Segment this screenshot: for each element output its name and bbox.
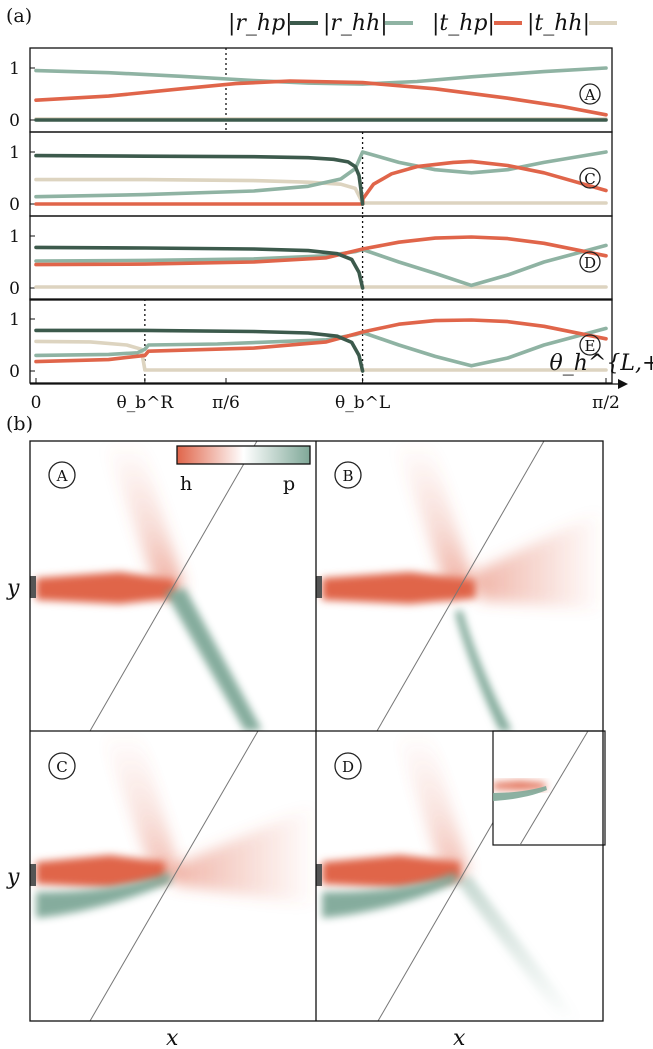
field-map-C <box>30 731 316 1021</box>
series-r_hp-panel-C <box>34 153 365 206</box>
map-x-label-left: x <box>166 1026 179 1049</box>
y-tick-label: 0 <box>9 111 20 131</box>
map-y-label-bottom: y <box>6 865 20 890</box>
map-D-inset <box>492 730 606 846</box>
source-marker <box>316 864 322 886</box>
source-marker <box>316 576 322 598</box>
x-tick-label: π/2 <box>592 393 620 413</box>
panel-b-label: (b) <box>6 413 33 435</box>
source-marker <box>30 576 36 598</box>
interface-line <box>89 441 258 731</box>
x-axis-arrow <box>618 379 628 389</box>
interface-line <box>89 731 259 1021</box>
y-tick-label: 1 <box>9 59 20 79</box>
panel-D: 0 1 D <box>9 215 613 301</box>
panel-frame <box>29 215 613 301</box>
incident-h-beam <box>36 572 176 604</box>
series-r_hp-panel-E <box>34 328 365 373</box>
map-letter-circle <box>334 752 362 780</box>
legend-item-r_hp: |r_hp| <box>228 11 318 36</box>
colorbar: h p <box>176 445 311 495</box>
panel-C: 0 1 C <box>9 131 613 217</box>
y-tick-label: 1 <box>9 227 20 247</box>
map-letter-circle <box>48 461 76 489</box>
interface-line <box>376 441 545 731</box>
map-letter: C <box>56 758 67 776</box>
line-plots: 0 1 A 0 1 C 0 1 D 0 1 E <box>9 47 613 384</box>
field-map-A <box>30 441 262 731</box>
legend-label: |r_hp| <box>228 11 293 36</box>
y-tick-label: 1 <box>9 310 20 330</box>
x-tick-label: θ_b^L <box>335 393 390 413</box>
panel-letter: A <box>584 86 596 104</box>
field-maps: h p A B C D y y x x <box>6 440 606 1049</box>
x-axis: 0 θ_b^R π/6 θ_b^L π/2 θ_h^{L,+} <box>30 351 653 413</box>
y-tick-label: 0 <box>9 195 20 215</box>
series-t_hp-panel-A <box>34 79 608 117</box>
reflected-p-beam <box>322 872 457 918</box>
map-x-label-right: x <box>453 1026 466 1049</box>
series-r_hp-panel-D <box>34 245 365 290</box>
panel-letter: E <box>585 337 596 355</box>
legend-item-t_hp: |t_hp| <box>432 11 522 36</box>
incident-h-beam <box>36 855 166 888</box>
map-y-label-top: y <box>6 576 20 601</box>
map-letter-circle <box>334 461 362 489</box>
panel-letter: C <box>584 170 595 188</box>
series-t_hp-panel-D <box>34 235 608 267</box>
map-letter: A <box>56 467 68 485</box>
legend-label: |t_hp| <box>432 11 495 36</box>
y-tick-label: 1 <box>9 143 20 163</box>
source-marker <box>30 864 36 886</box>
legend-label: |t_hh| <box>527 11 590 36</box>
reflected-h-beam <box>395 731 470 880</box>
series-r_hh-panel-D <box>34 243 608 288</box>
legend: |r_hp| |r_hh| |t_hp| |t_hh| <box>228 11 617 36</box>
panel-a-label: (a) <box>6 5 32 27</box>
y-tick-label: 0 <box>9 362 20 382</box>
field-map-D <box>316 730 606 1021</box>
map-letter: D <box>342 758 354 776</box>
reflected-p-beam <box>36 872 172 918</box>
transmitted-p-beam <box>165 588 262 731</box>
field-map-B <box>316 441 603 731</box>
reflected-h-beam <box>100 731 180 880</box>
panel-E: 0 1 E <box>9 298 613 384</box>
reflected-h-beam <box>395 441 475 598</box>
x-axis-label: θ_h^{L,+} <box>550 351 653 376</box>
reflected-h-beam <box>105 441 185 598</box>
transmitted-p-beam <box>455 610 512 731</box>
incident-h-beam <box>322 572 476 604</box>
legend-item-t_hh: |t_hh| <box>527 11 617 36</box>
legend-item-r_hh: |r_hh| <box>323 11 413 36</box>
transmitted-p-beam <box>455 875 580 1021</box>
series-r_hh-panel-C <box>34 150 608 199</box>
panel-letter: D <box>584 254 596 272</box>
x-tick-label: θ_b^R <box>117 393 175 413</box>
map-letter-circle <box>48 752 76 780</box>
series-t_hp-panel-E <box>34 318 608 364</box>
colorbar-h-label: h <box>180 473 192 495</box>
transmitted-h-beam <box>470 510 603 610</box>
legend-label: |r_hh| <box>323 11 388 36</box>
x-tick-label: π/6 <box>212 393 240 413</box>
y-tick-label: 0 <box>9 279 20 299</box>
panel-frame <box>29 298 613 384</box>
panel-letter-circle <box>579 251 601 273</box>
panel-A: 0 1 A <box>9 47 613 133</box>
colorbar-p-label: p <box>283 473 295 495</box>
panel-letter-circle <box>579 83 601 105</box>
transmitted-h-beam <box>165 805 316 905</box>
series-t_hh-panel-E <box>34 339 608 372</box>
map-letter: B <box>342 467 353 485</box>
incident-h-beam <box>322 855 461 888</box>
panel-letter-circle <box>579 167 601 189</box>
map-letters: A B C D <box>48 461 362 780</box>
panel-letter-circle <box>579 334 601 356</box>
x-tick-label: 0 <box>31 393 42 413</box>
